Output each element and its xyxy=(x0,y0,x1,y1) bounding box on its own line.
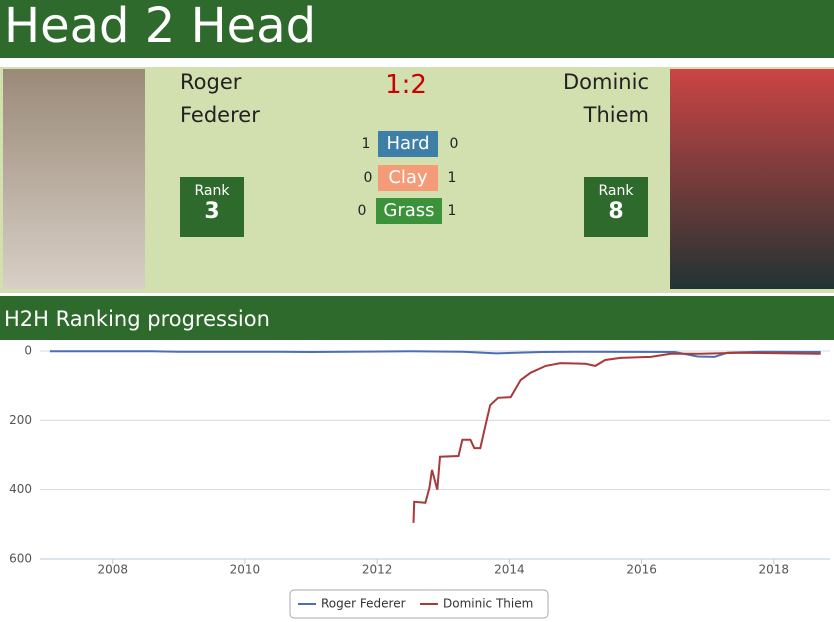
chart: 0 200 400 600 2008 2010 2012 2014 2016 2018 Roger … xyxy=(9,344,830,619)
x-tick-label: 2008 xyxy=(97,563,128,577)
player-name: Roger Federer xyxy=(180,66,260,132)
name-line: Roger xyxy=(180,70,242,94)
page-title: Head 2 Head xyxy=(0,0,834,58)
player-name: Dominic Thiem xyxy=(563,66,649,132)
x-tick-label: 2014 xyxy=(494,563,525,577)
surface-count: 1 xyxy=(447,203,457,219)
score: 1:2 xyxy=(385,70,427,100)
surface-count: 0 xyxy=(363,169,373,186)
section-title: H2H Ranking progression xyxy=(0,296,834,340)
rank-label: Rank xyxy=(194,183,230,199)
series-line xyxy=(412,351,821,523)
x-tick-label: 2016 xyxy=(626,563,657,577)
rank-box: Rank 8 xyxy=(584,177,648,237)
surface-count: 1 xyxy=(447,169,457,186)
x-tick-label: 2010 xyxy=(230,563,261,577)
x-tick-label: 2012 xyxy=(362,563,393,577)
y-tick-label: 0 xyxy=(24,344,32,358)
surface-badge: Grass xyxy=(376,198,442,224)
surface-badge: Hard xyxy=(378,131,438,157)
legend-label: Dominic Thiem xyxy=(443,597,533,611)
surface-count: 0 xyxy=(449,136,459,152)
name-line: Federer xyxy=(180,103,260,127)
rank-value: 8 xyxy=(608,199,624,224)
series-line xyxy=(49,350,821,358)
surface-badge: Clay xyxy=(378,164,438,191)
legend-label: Roger Federer xyxy=(321,597,406,611)
y-tick-label: 200 xyxy=(9,413,32,427)
surface-count: 0 xyxy=(357,203,367,219)
rank-value: 3 xyxy=(204,199,220,224)
legend xyxy=(289,589,549,619)
y-tick-label: 400 xyxy=(9,482,32,496)
player-photo xyxy=(670,69,834,289)
rank-label: Rank xyxy=(598,183,634,199)
y-tick-label: 600 xyxy=(9,552,32,566)
player-photo xyxy=(3,69,145,289)
x-tick-label: 2018 xyxy=(759,563,790,577)
surface-count: 1 xyxy=(361,136,371,152)
name-line: Dominic xyxy=(563,70,649,94)
rank-box: Rank 3 xyxy=(180,177,244,237)
name-line: Thiem xyxy=(583,103,649,127)
